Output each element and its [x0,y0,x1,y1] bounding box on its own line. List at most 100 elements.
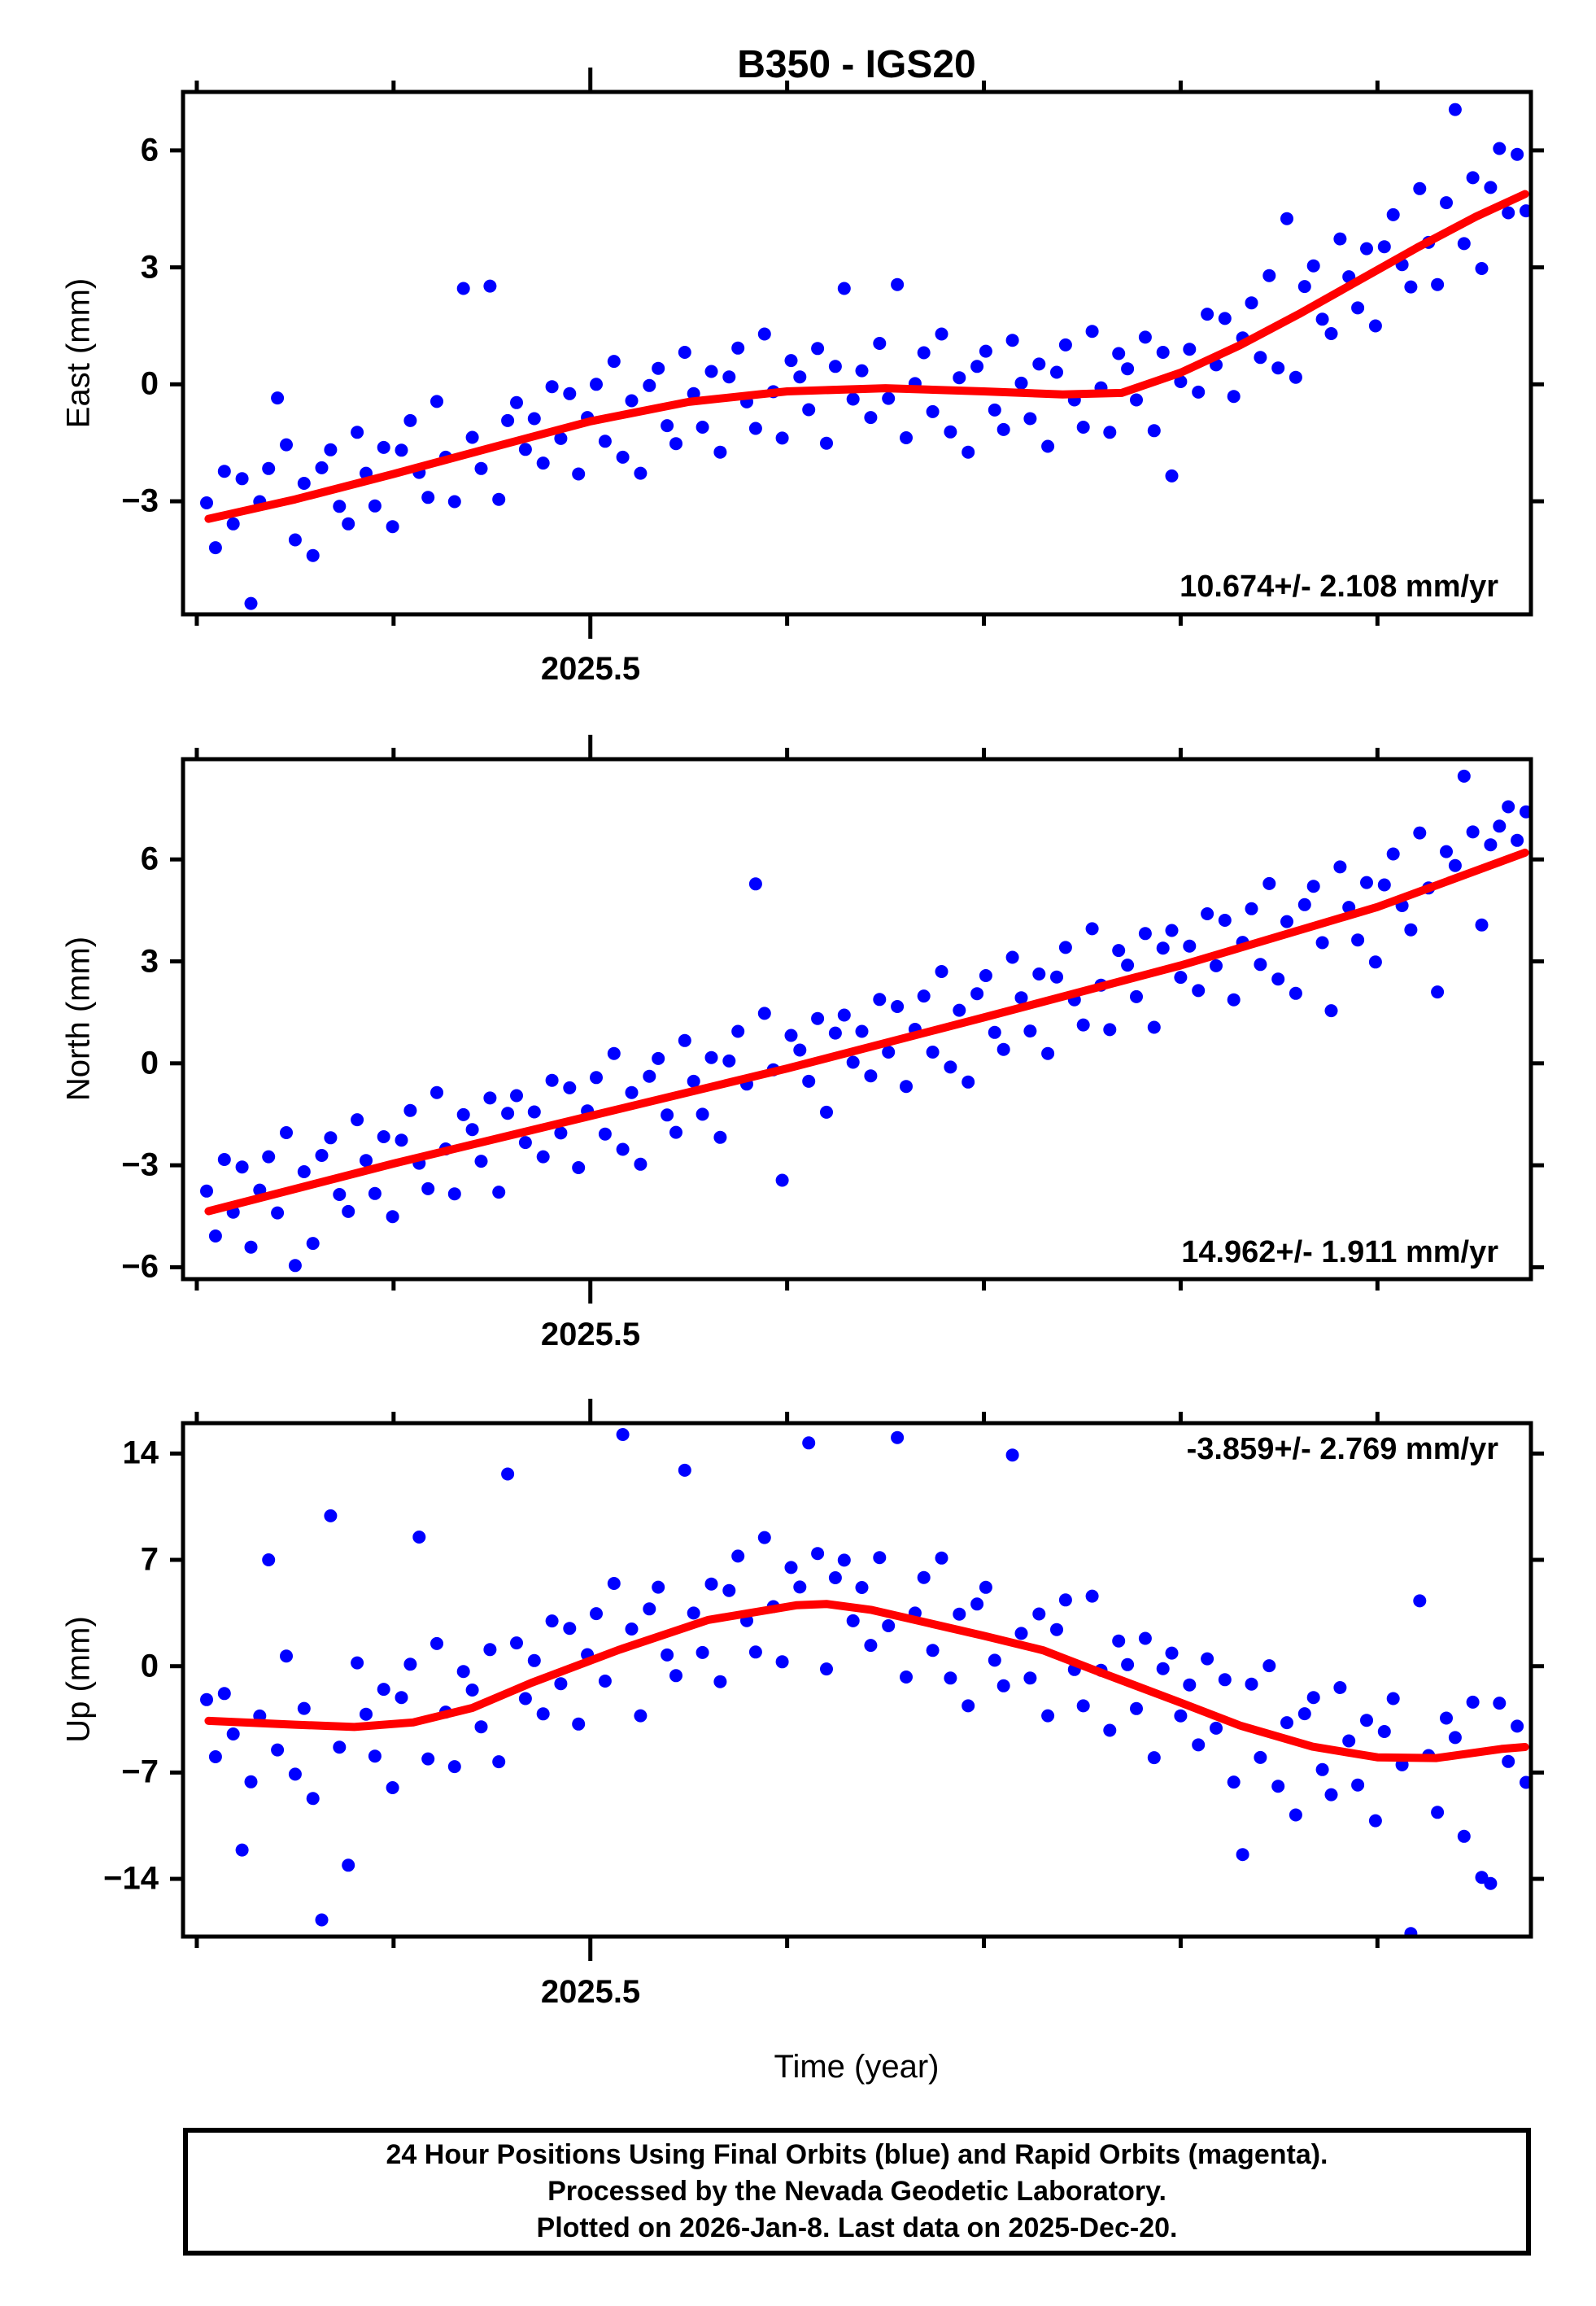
data-point [324,1131,338,1145]
data-point [1351,1778,1365,1792]
data-point [208,541,222,555]
data-point [262,461,276,475]
data-point [1520,805,1531,819]
data-point [288,1767,302,1781]
data-point [917,989,931,1003]
data-point [1085,1589,1099,1603]
data-point [342,1858,355,1872]
data-point [527,1105,541,1119]
data-point [793,370,807,384]
data-point [996,1042,1010,1056]
data-point [1466,171,1480,185]
data-point [882,1619,896,1632]
data-point [474,1155,488,1168]
data-point [1085,325,1099,338]
data-point [200,496,213,509]
data-point [979,969,992,982]
data-point [820,1105,833,1119]
data-point [1377,240,1391,254]
data-point [731,1024,745,1038]
data-point [926,404,940,418]
data-point [545,1614,559,1628]
data-point [1201,308,1214,321]
data-point [1289,1808,1302,1822]
data-point [1112,944,1126,958]
data-point [1431,1806,1445,1819]
data-point [1183,939,1197,953]
data-point [687,387,700,400]
data-point [1156,1662,1170,1675]
data-point [403,1103,417,1117]
data-point [678,1463,691,1477]
data-point [360,1154,373,1168]
data-point [1050,1622,1063,1636]
y-tick-label: 3 [140,249,159,286]
data-point [1360,1714,1373,1727]
data-point [953,371,966,385]
data-point [342,1204,355,1218]
data-point [811,342,825,356]
data-point [855,1024,869,1038]
data-point [1368,1814,1382,1828]
data-point [1289,370,1302,384]
data-point [1475,918,1489,932]
data-point [1431,985,1445,999]
data-point [625,1622,639,1636]
data-point [996,1679,1010,1692]
data-point [1262,269,1276,282]
data-point [784,1029,798,1042]
data-point [900,1671,913,1684]
data-point [217,1687,231,1701]
data-point [1041,1709,1055,1723]
data-point [1130,1701,1143,1715]
data-point [837,282,851,295]
data-point [953,1003,966,1017]
data-point [1174,1709,1188,1723]
data-point [722,370,736,384]
data-point [917,346,931,360]
data-point [262,1553,276,1566]
data-point [590,378,603,391]
data-point [713,445,727,459]
data-point [1431,277,1445,291]
data-point [483,279,497,293]
data-point [775,431,789,445]
rate-annotation-up: -3.859+/- 2.769 mm/yr [1186,1432,1498,1466]
data-point [1493,142,1507,155]
data-point [474,1720,488,1734]
data-point [1005,334,1019,347]
data-point [661,419,674,433]
data-point [492,1755,506,1769]
data-point [598,435,612,448]
data-point [1174,375,1188,388]
data-point [722,1054,736,1068]
data-point [1440,845,1453,858]
data-point [1245,902,1258,915]
data-point [864,1069,878,1083]
data-point [208,1229,222,1243]
data-point [1245,296,1258,310]
data-point [661,1108,674,1122]
data-point [1227,993,1241,1007]
data-point [572,467,586,481]
data-point [510,1636,523,1650]
data-point [669,1669,682,1683]
data-point [1386,1692,1400,1705]
data-point [501,413,515,427]
data-point [1165,469,1179,483]
y-tick-label: −3 [121,483,159,519]
data-point [882,1046,896,1059]
panel-border [181,90,1533,617]
data-point [634,1157,648,1171]
data-point [501,1467,515,1481]
data-point [1448,858,1462,872]
data-point [1050,365,1063,379]
data-point [447,1760,461,1774]
axis-ticks [170,68,1544,639]
data-point [1041,439,1055,453]
data-point [456,282,470,295]
data-point [598,1675,612,1688]
data-point [1315,936,1329,950]
data-point [235,1843,249,1857]
data-point [757,1007,771,1020]
